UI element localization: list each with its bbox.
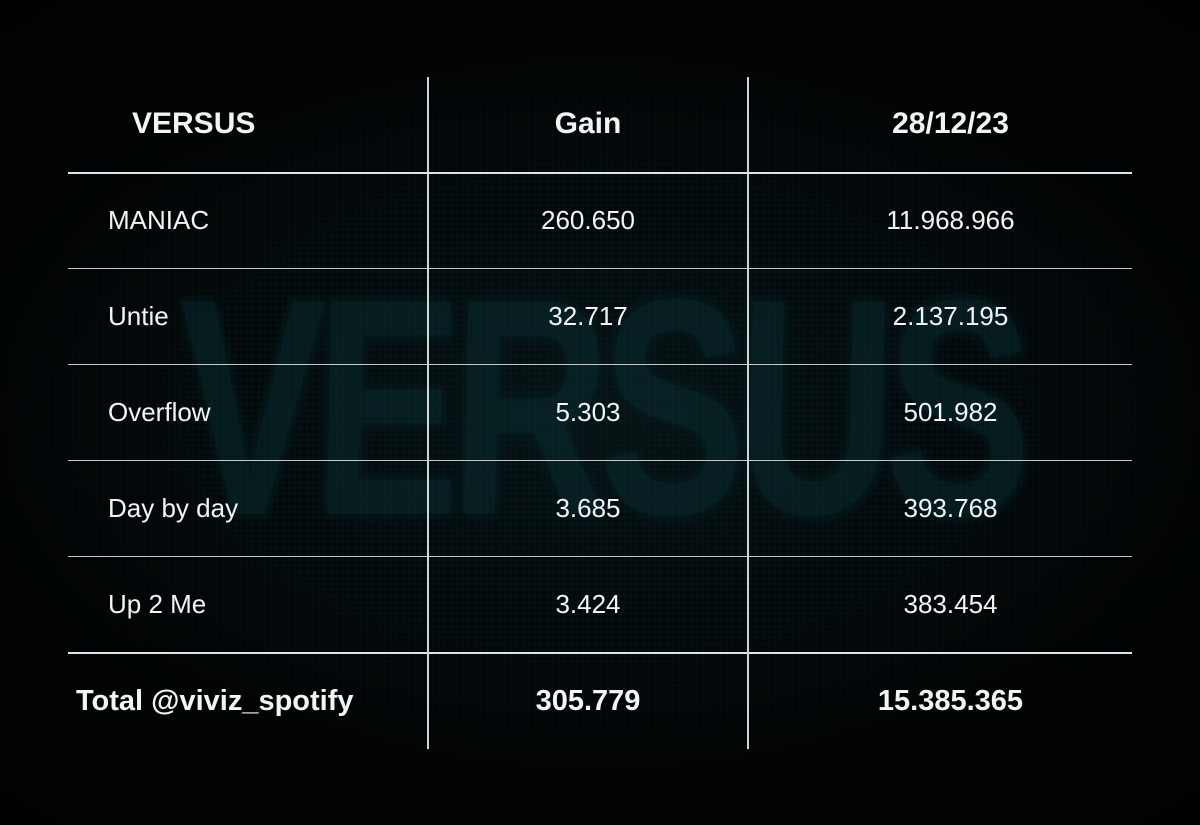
cell-track: Overflow: [68, 365, 428, 461]
cell-gain: 260.650: [428, 173, 748, 269]
footer-grand-total: 15.385.365: [748, 653, 1132, 749]
cell-track: Untie: [68, 269, 428, 365]
table-header-row: VERSUS Gain 28/12/23: [68, 77, 1132, 173]
footer-gain-total: 305.779: [428, 653, 748, 749]
table-row: Up 2 Me 3.424 383.454: [68, 557, 1132, 653]
cell-gain: 3.685: [428, 461, 748, 557]
table-row: Overflow 5.303 501.982: [68, 365, 1132, 461]
col-header-gain: Gain: [428, 77, 748, 173]
table-footer-row: Total @viviz_spotify 305.779 15.385.365: [68, 653, 1132, 749]
cell-total: 393.768: [748, 461, 1132, 557]
cell-gain: 3.424: [428, 557, 748, 653]
stats-table: VERSUS Gain 28/12/23 MANIAC 260.650 11.9…: [68, 77, 1132, 749]
col-header-track: VERSUS: [68, 77, 428, 173]
table-row: MANIAC 260.650 11.968.966: [68, 173, 1132, 269]
cell-track: Up 2 Me: [68, 557, 428, 653]
table-row: Untie 32.717 2.137.195: [68, 269, 1132, 365]
table-container: VERSUS Gain 28/12/23 MANIAC 260.650 11.9…: [0, 0, 1200, 825]
cell-track: Day by day: [68, 461, 428, 557]
table-row: Day by day 3.685 393.768: [68, 461, 1132, 557]
cell-total: 11.968.966: [748, 173, 1132, 269]
col-header-date: 28/12/23: [748, 77, 1132, 173]
cell-gain: 32.717: [428, 269, 748, 365]
cell-total: 2.137.195: [748, 269, 1132, 365]
cell-total: 383.454: [748, 557, 1132, 653]
footer-label: Total @viviz_spotify: [68, 653, 428, 749]
cell-total: 501.982: [748, 365, 1132, 461]
cell-gain: 5.303: [428, 365, 748, 461]
cell-track: MANIAC: [68, 173, 428, 269]
